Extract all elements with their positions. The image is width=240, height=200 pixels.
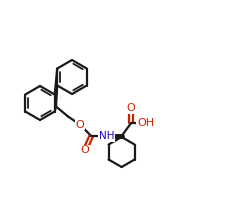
Text: NH: NH bbox=[99, 131, 114, 141]
Text: O: O bbox=[127, 103, 136, 113]
Text: O: O bbox=[76, 119, 84, 130]
Text: OH: OH bbox=[137, 118, 154, 128]
Text: O: O bbox=[80, 145, 89, 155]
